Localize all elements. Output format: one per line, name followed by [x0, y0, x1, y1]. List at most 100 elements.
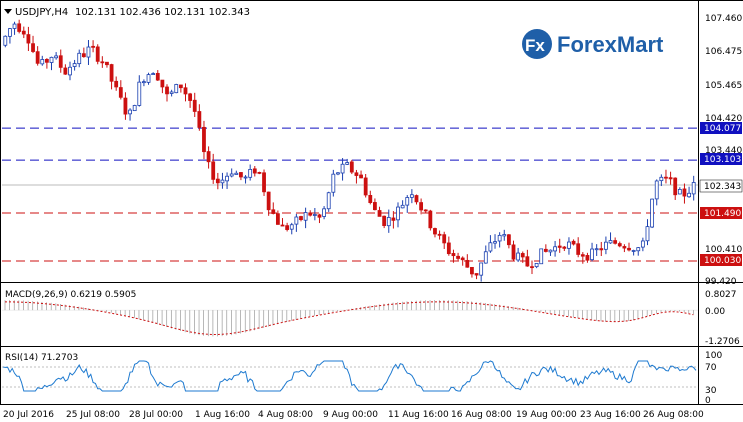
- logo-name: ForexMart: [557, 32, 664, 57]
- candle-body: [95, 46, 100, 62]
- candle-body: [252, 168, 257, 174]
- candle-body: [178, 84, 183, 89]
- candle-body: [192, 99, 197, 112]
- level-label: 104.077: [704, 124, 741, 134]
- candle-body: [100, 61, 105, 64]
- candle-body: [275, 213, 280, 225]
- candle-body: [599, 248, 604, 251]
- macd-panel[interactable]: [2, 300, 698, 337]
- symbol-dropdown[interactable]: USDJPY,H4 102.131 102.436 102.131 102.34…: [4, 7, 250, 18]
- candle-body: [322, 208, 326, 217]
- candle-body: [437, 233, 442, 236]
- candle-body: [262, 172, 266, 193]
- candle-body: [3, 35, 8, 46]
- price-tick: 107.460: [705, 14, 742, 24]
- rsi-tick: 30: [705, 386, 717, 396]
- candle-body: [128, 109, 132, 115]
- candle-body: [114, 80, 119, 88]
- candle-body: [580, 254, 585, 257]
- rsi-panel[interactable]: [2, 360, 698, 392]
- candle-body: [409, 194, 414, 198]
- candle-body: [617, 243, 622, 247]
- level-label: 101.490: [704, 209, 741, 219]
- candle-body: [243, 176, 248, 179]
- candle-body: [664, 176, 668, 179]
- candle-body: [26, 34, 31, 44]
- time-tick: 25 Jul 08:00: [66, 410, 120, 420]
- candle-body: [91, 45, 95, 48]
- candle-body: [386, 217, 391, 227]
- level-label: 103.103: [704, 155, 741, 165]
- candle-body: [142, 81, 146, 84]
- logo-circle-icon: [522, 29, 552, 59]
- price-tick: 105.465: [705, 81, 742, 91]
- candle-body: [160, 79, 165, 88]
- candle-body: [687, 192, 691, 198]
- candle-body: [442, 234, 447, 244]
- candle-body: [289, 224, 294, 230]
- time-axis: 20 Jul 2016 25 Jul 08:00 28 Jul 00:00 1 …: [3, 410, 704, 420]
- time-tick: 11 Aug 16:00: [388, 410, 449, 420]
- candle-body: [677, 189, 682, 195]
- price-tick: 100.410: [705, 245, 742, 255]
- candle-body: [340, 163, 345, 174]
- price-tick: 106.475: [705, 47, 742, 57]
- candle-body: [479, 262, 484, 276]
- candle-body: [40, 59, 45, 65]
- candle-body: [423, 209, 428, 212]
- candle-body: [165, 86, 169, 95]
- candle-body: [17, 23, 22, 32]
- level-101490[interactable]: 101.490: [700, 207, 742, 219]
- candle-body: [640, 240, 645, 248]
- price-tick: 103.440: [705, 146, 742, 156]
- symbol-label: USDJPY,H4: [15, 7, 68, 18]
- candle-body: [516, 252, 521, 261]
- candle-body: [400, 204, 405, 209]
- candle-body: [405, 197, 410, 206]
- candle-body: [419, 202, 424, 211]
- candle-body: [317, 214, 322, 218]
- time-tick: 23 Aug 16:00: [580, 410, 641, 420]
- candle-body: [137, 81, 142, 106]
- candle-body: [456, 255, 460, 259]
- candle-body: [525, 256, 530, 267]
- candle-body: [530, 266, 534, 269]
- price-tick: 104.420: [705, 114, 742, 124]
- candle-body: [12, 23, 17, 29]
- candle-body: [691, 182, 696, 195]
- level-100030[interactable]: 100.030: [700, 254, 742, 266]
- candle-body: [8, 28, 12, 37]
- candle-body: [373, 202, 377, 211]
- candle-body: [631, 250, 636, 252]
- ohlc-quote: 102.131 102.436 102.131 102.343: [75, 7, 250, 18]
- candle-body: [211, 161, 216, 180]
- candle-body: [31, 43, 35, 52]
- candle-body: [446, 242, 451, 255]
- level-103103[interactable]: 103.103: [700, 153, 742, 165]
- candle-body: [58, 55, 63, 68]
- candle-body: [428, 210, 433, 229]
- candle-body: [534, 263, 539, 268]
- level-104077[interactable]: 104.077: [700, 122, 742, 134]
- candle-body: [483, 251, 488, 264]
- price-panel[interactable]: [2, 19, 698, 282]
- candle-body: [248, 169, 253, 178]
- logo-fx: Fx: [525, 36, 545, 55]
- candle-body: [197, 111, 202, 128]
- candle-body: [608, 240, 613, 244]
- candle-body: [363, 177, 368, 196]
- dropdown-triangle-icon[interactable]: [4, 9, 12, 14]
- candle-body: [488, 242, 493, 252]
- candle-body: [294, 216, 299, 225]
- candle-body: [188, 93, 193, 101]
- candle-body: [63, 67, 68, 75]
- candle-body: [280, 224, 285, 227]
- candle-body: [174, 84, 179, 94]
- rsi-tick: 0: [705, 396, 711, 406]
- time-tick: 1 Aug 16:00: [195, 410, 250, 420]
- candle-body: [68, 66, 72, 76]
- candle-body: [354, 172, 359, 176]
- candle-body: [285, 225, 290, 230]
- candle-body: [502, 234, 507, 237]
